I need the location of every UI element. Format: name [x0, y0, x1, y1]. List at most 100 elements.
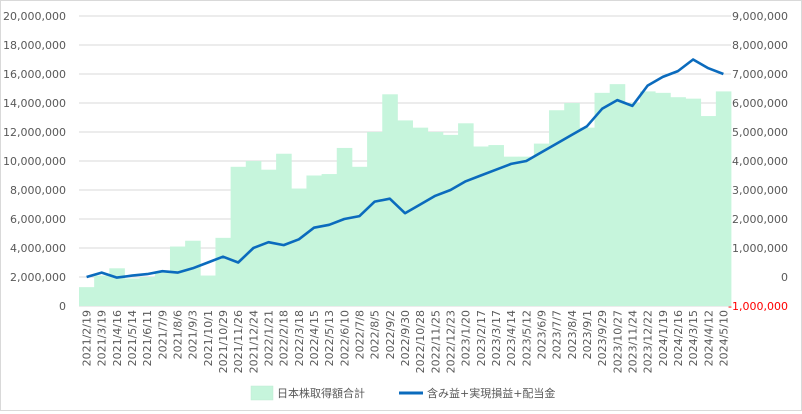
bar	[503, 156, 520, 306]
left-tick-label: 16,000,000	[3, 68, 66, 81]
left-tick-label: 14,000,000	[3, 97, 66, 110]
bar	[169, 246, 186, 306]
bar	[79, 287, 95, 306]
x-tick-label: 2022/8/5	[369, 310, 382, 359]
x-tick-label: 2023/11/24	[626, 310, 639, 373]
bar	[94, 275, 110, 306]
x-tick-label: 2024/3/15	[687, 310, 700, 366]
x-tick-label: 2021/8/6	[172, 310, 185, 359]
bar	[640, 91, 656, 307]
bar	[579, 127, 595, 307]
bar	[351, 166, 368, 306]
x-tick-label: 2022/9/30	[399, 310, 412, 366]
bar	[533, 143, 550, 306]
x-tick-label: 2023/12/22	[642, 310, 655, 373]
x-tick-label: 2022/11/25	[429, 310, 442, 373]
left-tick-label: 20,000,000	[3, 10, 66, 23]
x-tick-label: 2023/6/9	[536, 310, 549, 359]
left-tick-label: 8,000,000	[10, 184, 66, 197]
bar	[154, 272, 171, 306]
x-tick-label: 2022/7/8	[354, 310, 367, 359]
bar	[670, 97, 686, 306]
left-tick-label: 0	[59, 300, 66, 313]
bar	[427, 132, 444, 306]
right-tick-label: 3,000,000	[732, 184, 788, 197]
bar	[291, 188, 307, 306]
bar	[685, 98, 702, 307]
bar	[124, 278, 141, 306]
x-tick-label: 2022/2/18	[278, 310, 291, 366]
left-tick-label: 2,000,000	[10, 271, 66, 284]
right-tick-label: 0	[781, 271, 788, 284]
bar	[442, 134, 459, 306]
bar	[655, 92, 671, 306]
bar	[215, 237, 232, 306]
x-tick-label: 2021/4/16	[111, 310, 124, 366]
bar	[700, 116, 717, 306]
x-tick-label: 2023/7/7	[551, 310, 564, 359]
bar	[306, 175, 323, 306]
x-tick-label: 2022/3/18	[293, 310, 306, 366]
bar	[609, 84, 626, 307]
left-tick-label: 10,000,000	[3, 155, 66, 168]
x-tick-label: 2021/5/14	[126, 310, 139, 366]
left-tick-label: 4,000,000	[10, 242, 66, 255]
bar	[260, 169, 277, 306]
x-tick-label: 2024/4/12	[702, 310, 715, 366]
x-tick-label: 2023/1/20	[460, 310, 473, 366]
right-tick-label: 9,000,000	[732, 10, 788, 23]
x-tick-label: 2021/7/9	[156, 310, 169, 359]
x-tick-label: 2023/5/12	[520, 310, 533, 366]
bar	[321, 174, 338, 306]
bar	[367, 132, 383, 306]
x-tick-label: 2022/9/2	[384, 310, 397, 359]
bar	[245, 161, 262, 306]
right-tick-label: 6,000,000	[732, 97, 788, 110]
bar	[139, 277, 156, 306]
bar	[109, 268, 125, 306]
x-tick-label: 2023/3/17	[490, 310, 503, 366]
x-tick-label: 2021/9/3	[187, 310, 200, 359]
bar	[549, 110, 565, 306]
x-tick-label: 2022/10/28	[414, 310, 427, 373]
bar	[185, 240, 201, 306]
bar	[488, 145, 504, 306]
x-tick-label: 2021/10/1	[202, 310, 215, 366]
right-tick-label: 2,000,000	[732, 213, 788, 226]
left-tick-label: 12,000,000	[3, 126, 66, 139]
right-tick-label: 1,000,000	[732, 242, 788, 255]
bar	[518, 156, 535, 306]
bar	[594, 92, 611, 306]
x-tick-label: 2021/12/24	[247, 310, 260, 373]
bar	[473, 146, 489, 306]
series-line	[86, 58, 724, 279]
x-tick-label: 2023/9/1	[581, 310, 594, 359]
right-tick-label: 4,000,000	[732, 155, 788, 168]
x-tick-label: 2023/8/4	[566, 310, 579, 359]
left-tick-label: 6,000,000	[10, 213, 66, 226]
legend-swatch-bar	[250, 385, 274, 401]
legend-label-line: 含み益+実現損益+配当金	[427, 386, 555, 400]
x-tick-label: 2021/6/11	[141, 310, 154, 366]
bar	[458, 123, 474, 306]
x-tick-label: 2022/12/23	[445, 310, 458, 373]
x-tick-label: 2024/5/10	[717, 310, 730, 366]
right-tick-label: 5,000,000	[732, 126, 788, 139]
x-tick-label: 2021/2/19	[81, 310, 94, 366]
x-tick-label: 2022/6/10	[338, 310, 351, 366]
bar	[412, 127, 429, 307]
x-tick-label: 2021/10/29	[217, 310, 230, 373]
right-tick-label: -1,000,000	[728, 300, 788, 313]
x-tick-label: 2023/10/27	[611, 310, 624, 373]
x-tick-label: 2022/4/15	[308, 310, 321, 366]
right-tick-label: 8,000,000	[732, 39, 788, 52]
x-tick-label: 2023/2/17	[475, 310, 488, 366]
bar	[624, 103, 641, 306]
legend-label-bar: 日本株取得額合計	[277, 386, 365, 400]
bar	[276, 153, 292, 306]
bar	[200, 275, 216, 306]
x-tick-label: 2024/1/19	[657, 310, 670, 366]
right-tick-label: 7,000,000	[732, 68, 788, 81]
